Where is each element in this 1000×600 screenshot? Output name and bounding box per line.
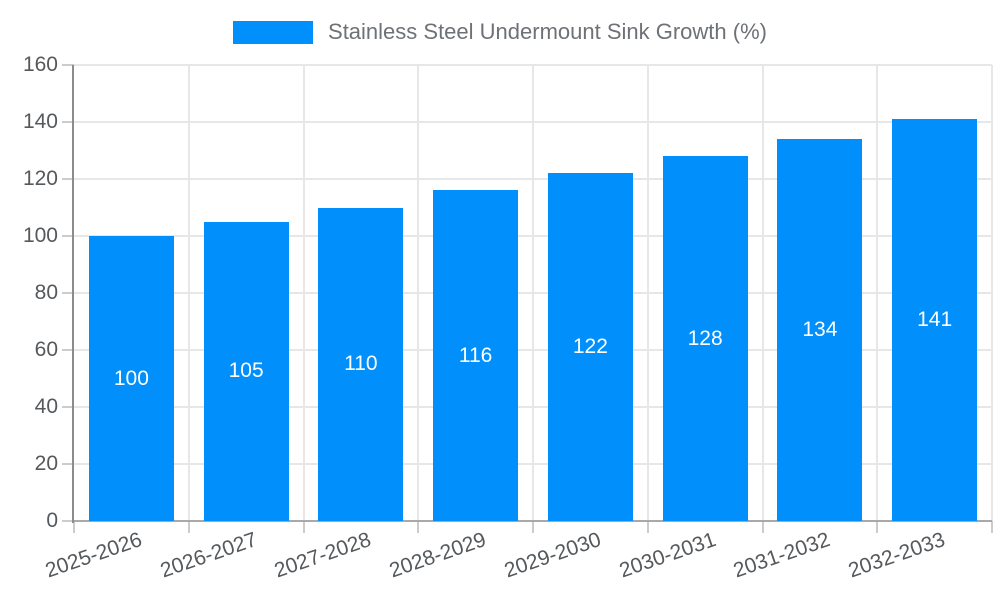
- v-gridline: [532, 65, 534, 521]
- x-axis-label: 2029-2030: [501, 528, 604, 583]
- bar-value-label: 128: [687, 326, 723, 350]
- x-axis-label: 2027-2028: [271, 528, 375, 583]
- v-gridline: [646, 65, 649, 521]
- bar-2025-2026[interactable]: 100: [88, 236, 174, 521]
- y-axis-label: 100: [22, 224, 58, 247]
- bar-2029-2030[interactable]: 122: [547, 173, 633, 521]
- bar-2031-2032[interactable]: 134: [777, 139, 863, 521]
- y-axis-tick: [62, 349, 74, 351]
- y-axis-tick: [62, 178, 74, 180]
- x-axis-label: 2030-2031: [616, 528, 719, 583]
- x-axis-tick: [417, 521, 420, 533]
- legend-swatch-icon: [233, 20, 314, 44]
- x-axis-tick: [532, 521, 534, 533]
- v-gridline: [417, 65, 420, 521]
- x-axis-label: 2028-2029: [386, 528, 490, 583]
- y-axis-label: 80: [34, 281, 58, 304]
- bar-2030-2031[interactable]: 128: [662, 156, 748, 521]
- x-axis-tick: [187, 521, 190, 533]
- x-axis-tick: [991, 521, 993, 533]
- x-axis-tick: [646, 521, 649, 533]
- x-axis-line: [74, 520, 992, 522]
- bar-2027-2028[interactable]: 110: [318, 207, 404, 521]
- y-axis-label: 60: [34, 338, 58, 361]
- bar-value-label: 134: [802, 318, 838, 342]
- bar-value-label: 141: [917, 308, 953, 332]
- x-axis-label: 2032-2033: [845, 528, 949, 583]
- x-axis-label: 2031-2032: [730, 528, 834, 583]
- x-axis-tick: [302, 521, 305, 533]
- v-gridline: [187, 65, 190, 521]
- x-axis-label: 2025-2026: [42, 528, 145, 583]
- x-axis-tick: [876, 521, 879, 533]
- bar-2028-2029[interactable]: 116: [433, 190, 519, 521]
- x-axis-tick: [761, 521, 764, 533]
- y-axis-tick: [62, 64, 74, 66]
- y-axis-tick: [62, 520, 74, 522]
- v-gridline: [991, 65, 993, 521]
- bar-value-label: 105: [228, 359, 264, 383]
- y-axis-label: 40: [34, 395, 58, 418]
- y-axis-tick: [62, 406, 74, 408]
- bar-value-label: 122: [572, 335, 608, 359]
- v-gridline: [761, 65, 764, 521]
- v-gridline: [302, 65, 305, 521]
- y-axis-tick: [62, 235, 74, 237]
- y-axis-label: 120: [22, 167, 58, 190]
- x-axis-tick: [73, 521, 75, 533]
- bar-value-label: 116: [458, 343, 493, 367]
- bar-value-label: 110: [344, 352, 378, 376]
- v-gridline: [876, 65, 879, 521]
- y-axis-label: 140: [22, 110, 58, 133]
- y-axis-label: 160: [22, 53, 58, 76]
- y-axis-tick: [62, 463, 74, 465]
- bar-2026-2027[interactable]: 105: [203, 221, 289, 521]
- y-axis-label: 0: [46, 509, 58, 532]
- y-axis-line: [72, 65, 74, 523]
- y-axis-label: 20: [34, 452, 58, 475]
- x-axis-label: 2026-2027: [157, 528, 260, 583]
- legend-label: Stainless Steel Undermount Sink Growth (…: [328, 19, 767, 44]
- y-axis-tick: [62, 292, 74, 294]
- bar-2032-2033[interactable]: 141: [892, 119, 978, 521]
- y-axis-tick: [62, 121, 74, 123]
- bar-value-label: 100: [113, 366, 149, 390]
- legend[interactable]: Stainless Steel Undermount Sink Growth (…: [0, 20, 1000, 44]
